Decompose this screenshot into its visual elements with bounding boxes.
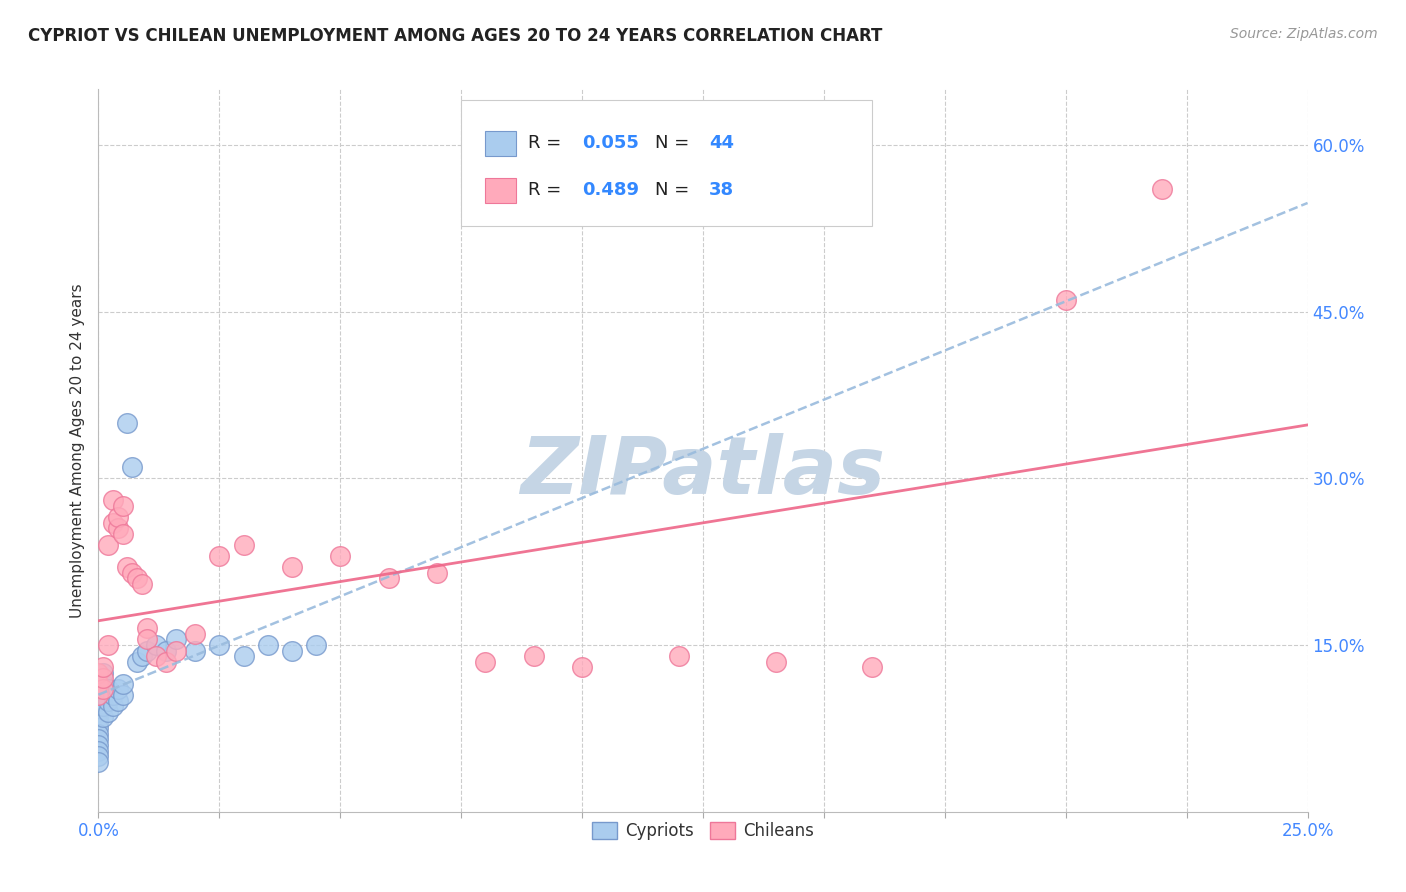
Point: [155, 655, 177, 669]
Point: [121, 460, 143, 475]
Point: [91, 688, 114, 702]
Point: [208, 549, 231, 563]
Text: 38: 38: [709, 181, 734, 199]
Point: [91, 682, 114, 697]
Point: [523, 649, 546, 664]
Text: R =: R =: [527, 135, 567, 153]
Point: [145, 649, 167, 664]
Point: [107, 693, 129, 707]
Point: [87, 727, 110, 741]
Point: [127, 571, 149, 585]
Point: [111, 677, 134, 691]
Point: [860, 660, 883, 674]
Point: [87, 722, 110, 736]
Point: [121, 566, 143, 580]
Point: [91, 665, 114, 680]
Point: [131, 649, 153, 664]
Point: [91, 671, 114, 685]
Point: [305, 638, 328, 652]
Point: [97, 693, 120, 707]
Legend: Cypriots, Chileans: Cypriots, Chileans: [585, 815, 821, 847]
Point: [165, 632, 187, 647]
Point: [87, 710, 110, 724]
Point: [91, 699, 114, 714]
Point: [101, 493, 124, 508]
Point: [97, 538, 120, 552]
Point: [107, 510, 129, 524]
Point: [111, 688, 134, 702]
Point: [87, 705, 110, 719]
Point: [474, 655, 496, 669]
Point: [184, 627, 207, 641]
Point: [117, 416, 139, 430]
Point: [91, 660, 114, 674]
Point: [87, 715, 110, 730]
Point: [87, 738, 110, 752]
Point: [135, 643, 157, 657]
Text: ZIPatlas: ZIPatlas: [520, 434, 886, 511]
Point: [184, 643, 207, 657]
Point: [87, 665, 110, 680]
Point: [571, 660, 593, 674]
Point: [87, 743, 110, 757]
Point: [91, 677, 114, 691]
Point: [101, 699, 124, 714]
FancyBboxPatch shape: [485, 131, 516, 156]
Point: [165, 643, 187, 657]
Point: [111, 526, 134, 541]
Text: N =: N =: [655, 135, 695, 153]
Point: [87, 688, 110, 702]
Point: [1054, 293, 1077, 308]
Text: 0.055: 0.055: [582, 135, 638, 153]
Point: [87, 732, 110, 747]
Point: [208, 638, 231, 652]
FancyBboxPatch shape: [485, 178, 516, 203]
Point: [87, 671, 110, 685]
Point: [329, 549, 352, 563]
Point: [281, 643, 304, 657]
Point: [87, 699, 110, 714]
Point: [135, 632, 157, 647]
Point: [111, 499, 134, 513]
Point: [668, 649, 690, 664]
Point: [97, 705, 120, 719]
Point: [155, 643, 177, 657]
Point: [765, 655, 787, 669]
Point: [91, 710, 114, 724]
Point: [87, 755, 110, 769]
Point: [107, 682, 129, 697]
Text: 0.489: 0.489: [582, 181, 640, 199]
Point: [232, 649, 254, 664]
Point: [145, 638, 167, 652]
Point: [87, 677, 110, 691]
Point: [256, 638, 278, 652]
Text: CYPRIOT VS CHILEAN UNEMPLOYMENT AMONG AGES 20 TO 24 YEARS CORRELATION CHART: CYPRIOT VS CHILEAN UNEMPLOYMENT AMONG AG…: [28, 27, 883, 45]
Point: [87, 682, 110, 697]
Point: [97, 682, 120, 697]
Point: [101, 688, 124, 702]
Text: R =: R =: [527, 181, 567, 199]
Text: Source: ZipAtlas.com: Source: ZipAtlas.com: [1230, 27, 1378, 41]
Point: [127, 655, 149, 669]
Point: [281, 560, 304, 574]
Point: [87, 688, 110, 702]
Point: [117, 560, 139, 574]
Point: [101, 516, 124, 530]
FancyBboxPatch shape: [461, 100, 872, 227]
Point: [107, 521, 129, 535]
Point: [1152, 182, 1174, 196]
Point: [87, 677, 110, 691]
Point: [135, 621, 157, 635]
Point: [377, 571, 399, 585]
Point: [426, 566, 449, 580]
Point: [232, 538, 254, 552]
Text: N =: N =: [655, 181, 695, 199]
Point: [131, 577, 153, 591]
Y-axis label: Unemployment Among Ages 20 to 24 years: Unemployment Among Ages 20 to 24 years: [69, 283, 84, 618]
Point: [87, 693, 110, 707]
Text: 44: 44: [709, 135, 734, 153]
Point: [97, 638, 120, 652]
Point: [87, 749, 110, 764]
